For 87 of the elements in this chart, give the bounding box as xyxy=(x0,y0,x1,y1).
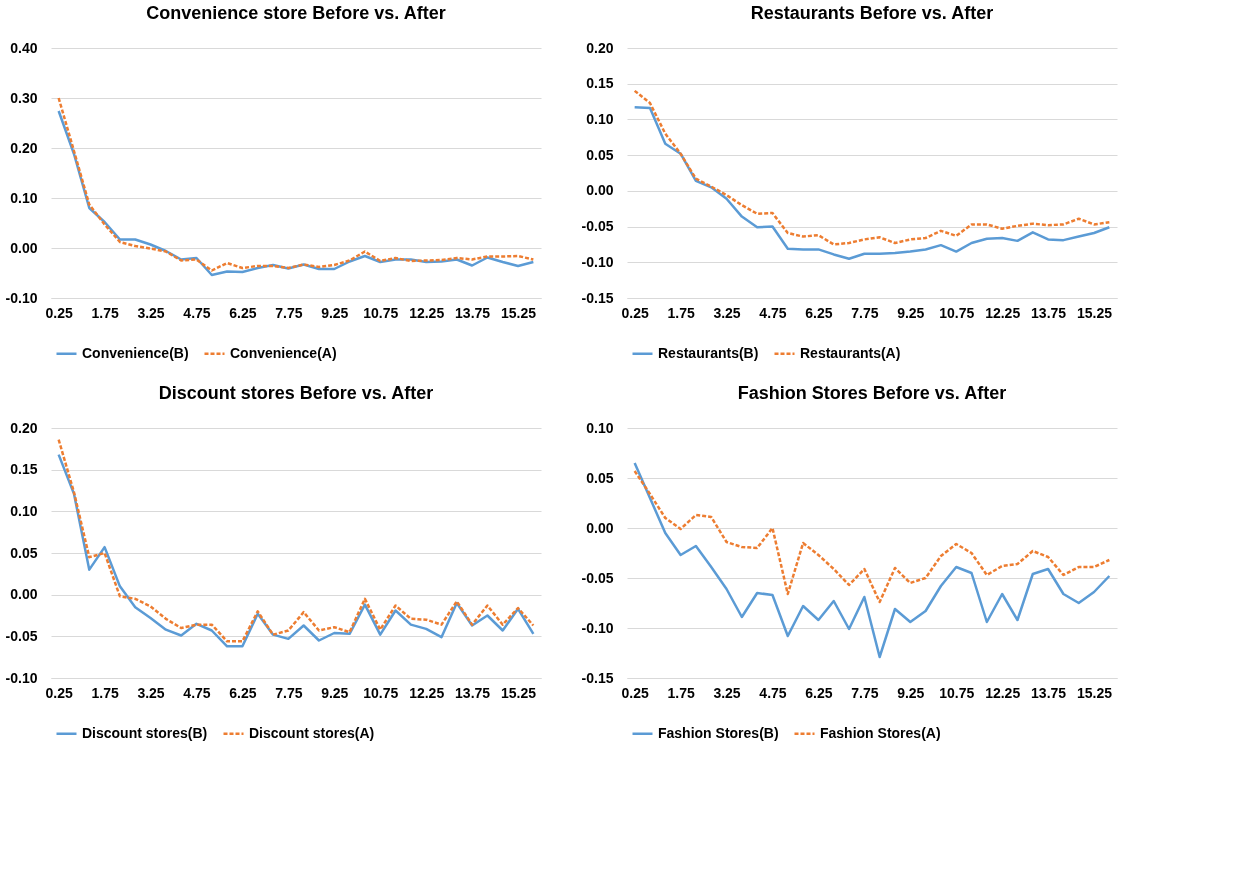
x-tick-label: 12.25 xyxy=(409,304,445,321)
x-tick-label: 13.75 xyxy=(455,684,491,701)
line-series xyxy=(633,106,1111,260)
x-tick-label: 3.25 xyxy=(713,304,741,321)
x-tick-label: 0.25 xyxy=(45,684,73,701)
legend-label: Restaurants(B) xyxy=(658,344,759,361)
y-tick-label: -0.10 xyxy=(5,669,38,686)
x-tick-label: 6.25 xyxy=(229,304,257,321)
chart-title: Convenience store Before vs. After xyxy=(146,3,446,23)
x-tick-label: 13.75 xyxy=(1031,684,1067,701)
y-tick-label: 0.10 xyxy=(10,502,38,519)
y-tick-label: -0.15 xyxy=(581,289,614,306)
line-series xyxy=(633,89,1111,246)
y-tick-label: 0.20 xyxy=(10,419,38,436)
x-tick-label: 4.75 xyxy=(183,684,211,701)
x-tick-label: 12.25 xyxy=(409,684,445,701)
x-tick-label: 4.75 xyxy=(759,304,787,321)
legend-label: Fashion Stores(B) xyxy=(658,724,779,741)
x-tick-label: 15.25 xyxy=(501,304,537,321)
x-tick-label: 10.75 xyxy=(939,684,975,701)
y-tick-label: -0.15 xyxy=(581,669,614,686)
x-tick-label: 1.75 xyxy=(91,684,119,701)
x-tick-label: 0.25 xyxy=(621,684,649,701)
y-tick-label: 0.00 xyxy=(586,182,614,199)
x-tick-label: 3.25 xyxy=(137,684,165,701)
y-tick-label: -0.10 xyxy=(581,619,614,636)
x-tick-label: 0.25 xyxy=(621,304,649,321)
x-tick-label: 9.25 xyxy=(897,684,925,701)
x-tick-label: 15.25 xyxy=(501,684,537,701)
legend-label: Discount stores(B) xyxy=(82,724,208,741)
legend-label: Discount stores(A) xyxy=(249,724,375,741)
x-tick-label: 3.25 xyxy=(713,684,741,701)
x-tick-label: 6.25 xyxy=(229,684,257,701)
x-tick-label: 10.75 xyxy=(363,684,399,701)
y-tick-label: 0.10 xyxy=(586,419,614,436)
line-series xyxy=(633,469,1111,604)
x-tick-label: 1.75 xyxy=(667,304,695,321)
y-tick-label: 0.15 xyxy=(10,461,38,478)
chart-title: Fashion Stores Before vs. After xyxy=(737,383,1007,403)
y-tick-label: 0.05 xyxy=(586,146,614,163)
y-tick-label: 0.05 xyxy=(586,469,614,486)
x-tick-label: 9.25 xyxy=(321,304,349,321)
y-tick-label: 0.10 xyxy=(10,189,38,206)
chart-title: Restaurants Before vs. After xyxy=(750,3,994,23)
y-tick-label: 0.20 xyxy=(586,39,614,56)
x-tick-label: 7.75 xyxy=(851,684,879,701)
y-tick-label: -0.05 xyxy=(5,627,38,644)
legend-label: Restaurants(A) xyxy=(800,344,901,361)
legend-label: Convenience(B) xyxy=(82,344,189,361)
x-tick-label: 13.75 xyxy=(455,304,491,321)
y-tick-label: 0.05 xyxy=(10,544,38,561)
x-tick-label: 7.75 xyxy=(275,684,303,701)
x-tick-label: 6.25 xyxy=(805,684,833,701)
y-tick-label: 0.10 xyxy=(586,110,614,127)
y-tick-label: 0.00 xyxy=(10,239,38,256)
x-tick-label: 9.25 xyxy=(321,684,349,701)
legend-label: Convenience(A) xyxy=(230,344,337,361)
x-tick-label: 15.25 xyxy=(1077,304,1113,321)
y-tick-label: 0.15 xyxy=(586,75,614,92)
line-series xyxy=(633,461,1111,659)
x-tick-label: 7.75 xyxy=(275,304,303,321)
x-tick-label: 4.75 xyxy=(759,684,787,701)
x-tick-label: 1.75 xyxy=(667,684,695,701)
x-tick-label: 4.75 xyxy=(183,304,211,321)
y-tick-label: 0.30 xyxy=(10,89,38,106)
x-tick-label: 1.75 xyxy=(91,304,119,321)
x-tick-label: 6.25 xyxy=(805,304,833,321)
y-tick-label: 0.00 xyxy=(586,519,614,536)
legend-label: Fashion Stores(A) xyxy=(820,724,941,741)
x-tick-label: 7.75 xyxy=(851,304,879,321)
x-tick-label: 12.25 xyxy=(985,684,1021,701)
x-tick-label: 10.75 xyxy=(939,304,975,321)
chart-title: Discount stores Before vs. After xyxy=(158,383,434,403)
x-tick-label: 12.25 xyxy=(985,304,1021,321)
y-tick-label: -0.10 xyxy=(581,253,614,270)
x-tick-label: 13.75 xyxy=(1031,304,1067,321)
y-tick-label: -0.10 xyxy=(5,289,38,306)
y-tick-label: -0.05 xyxy=(581,218,614,235)
x-tick-label: 0.25 xyxy=(45,304,73,321)
y-tick-label: 0.00 xyxy=(10,586,38,603)
x-tick-label: 3.25 xyxy=(137,304,165,321)
x-tick-label: 9.25 xyxy=(897,304,925,321)
x-tick-label: 10.75 xyxy=(363,304,399,321)
y-tick-label: 0.40 xyxy=(10,39,38,56)
y-tick-label: 0.20 xyxy=(10,139,38,156)
y-tick-label: -0.05 xyxy=(581,569,614,586)
x-tick-label: 15.25 xyxy=(1077,684,1113,701)
